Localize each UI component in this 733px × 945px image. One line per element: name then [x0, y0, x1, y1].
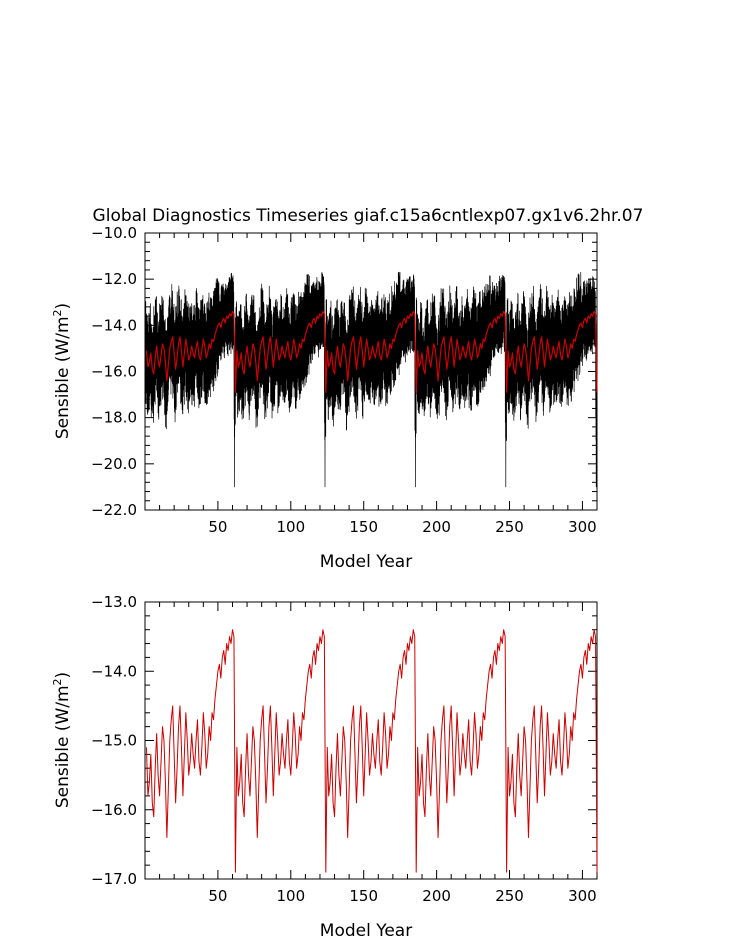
x-tick-label: 150: [349, 887, 378, 905]
y-tick-label: −18.0: [91, 409, 137, 427]
bottom-panel: 50 100 150 200 250 300 −17.0 −16.0 −15.0 −14.0 −13…: [51, 593, 598, 941]
x-tick-label: 200: [422, 518, 451, 536]
bottom-x-axis-label: Model Year: [320, 921, 412, 941]
chart-title: Global Diagnostics Timeseries giaf.c15a6…: [93, 206, 644, 226]
top-annual-series: [145, 310, 598, 393]
y-tick-label: −14.0: [91, 662, 137, 680]
x-tick-label: 300: [568, 518, 597, 536]
bottom-y-axis-label: Sensible (W/m2): [51, 672, 73, 808]
y-tick-label: −15.0: [91, 732, 137, 750]
y-tick-label: −17.0: [91, 870, 137, 888]
bottom-y-axis-label-sup: 2: [51, 678, 64, 685]
bottom-y-axis-label-main: Sensible (W/m: [53, 685, 73, 808]
top-panel: 50 100 150 200 250 300 −22.0 −20.0 −18.0 −16.0 −14…: [51, 224, 598, 572]
bottom-plot-frame: [144, 601, 598, 880]
x-tick-label: 100: [276, 887, 305, 905]
top-x-axis-label: Model Year: [320, 552, 412, 572]
x-tick-label: 300: [568, 887, 597, 905]
y-tick-label: −13.0: [91, 593, 137, 611]
x-tick-label: 50: [208, 518, 227, 536]
y-tick-label: −10.0: [91, 224, 137, 242]
x-tick-label: 200: [422, 887, 451, 905]
x-tick-label: 50: [208, 887, 227, 905]
y-tick-label: −14.0: [91, 316, 137, 334]
top-y-axis-label: Sensible (W/m2): [51, 303, 73, 439]
top-y-axis-label-close: ): [53, 303, 73, 310]
x-tick-label: 150: [349, 518, 378, 536]
y-tick-label: −12.0: [91, 270, 137, 288]
y-tick-label: −16.0: [91, 801, 137, 819]
x-tick-label: 250: [495, 887, 524, 905]
x-tick-label: 100: [276, 518, 305, 536]
top-y-axis-label-sup: 2: [51, 309, 64, 316]
bottom-y-axis-label-close: ): [53, 672, 73, 679]
top-y-axis-label-main: Sensible (W/m: [53, 316, 73, 439]
y-tick-label: −16.0: [91, 363, 137, 381]
y-tick-label: −22.0: [91, 501, 137, 519]
top-annual-line: [145, 310, 598, 393]
y-tick-label: −20.0: [91, 455, 137, 473]
bottom-annual-series: [145, 629, 598, 873]
bottom-axis-ticks: 50 100 150 200 250 300 −17.0 −16.0 −15.0 −14.0 −13…: [91, 593, 598, 905]
top-axis-ticks: 50 100 150 200 250 300 −22.0 −20.0 −18.0 −16.0 −14…: [91, 224, 598, 536]
x-tick-label: 250: [495, 518, 524, 536]
bottom-annual-line: [145, 629, 598, 873]
